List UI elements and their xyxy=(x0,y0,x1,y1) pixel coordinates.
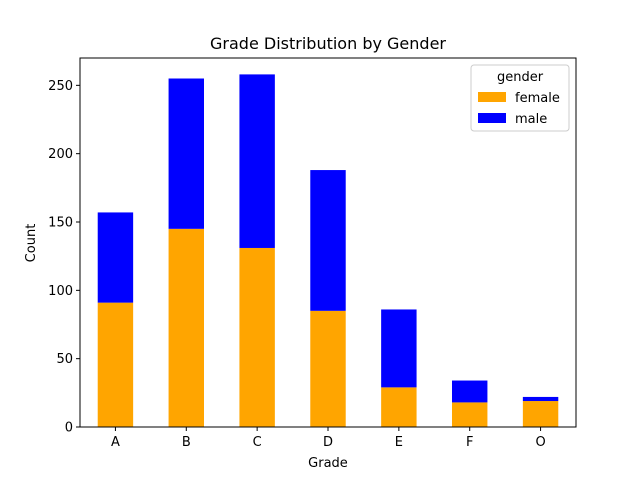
bar-male-C xyxy=(239,74,275,248)
bar-female-O xyxy=(522,401,559,427)
x-tick-label: F xyxy=(466,435,473,450)
bar-male-F xyxy=(452,380,488,403)
bar-female-A xyxy=(97,302,134,427)
bars-group xyxy=(97,74,559,427)
x-tick-label: E xyxy=(395,435,403,450)
x-tick-label: A xyxy=(111,435,120,450)
legend-swatch-male xyxy=(478,113,506,123)
bar-female-E xyxy=(381,387,417,427)
chart-title: Grade Distribution by Gender xyxy=(210,34,446,53)
legend-title: gender xyxy=(497,70,544,85)
bar-male-D xyxy=(310,170,346,311)
legend-label-female: female xyxy=(515,91,560,106)
y-axis-label: Count xyxy=(24,224,39,263)
y-tick-label: 100 xyxy=(48,284,73,299)
bar-female-B xyxy=(168,228,204,427)
y-tick-label: 50 xyxy=(56,352,73,367)
bar-female-C xyxy=(239,247,275,427)
y-axis-ticks: 0 50 100 150 200 250 xyxy=(48,79,80,436)
bar-female-F xyxy=(452,402,488,427)
bar-male-A xyxy=(97,212,134,303)
legend-label-male: male xyxy=(515,112,547,127)
bar-female-D xyxy=(310,310,346,427)
x-axis-label: Grade xyxy=(308,456,348,471)
bar-male-O xyxy=(522,396,559,402)
y-tick-label: 250 xyxy=(48,79,73,94)
legend: gender female male xyxy=(470,64,570,132)
plot-frame xyxy=(79,57,577,428)
x-tick-label: B xyxy=(182,435,191,450)
x-tick-label: C xyxy=(253,435,262,450)
bar-male-B xyxy=(168,78,204,229)
x-tick-label: O xyxy=(535,435,545,450)
y-tick-label: 200 xyxy=(48,147,73,162)
legend-swatch-female xyxy=(478,92,506,102)
x-tick-label: D xyxy=(323,435,333,450)
y-tick-label: 150 xyxy=(48,216,73,231)
bar-male-E xyxy=(381,309,417,388)
y-tick-label: 0 xyxy=(65,421,73,436)
